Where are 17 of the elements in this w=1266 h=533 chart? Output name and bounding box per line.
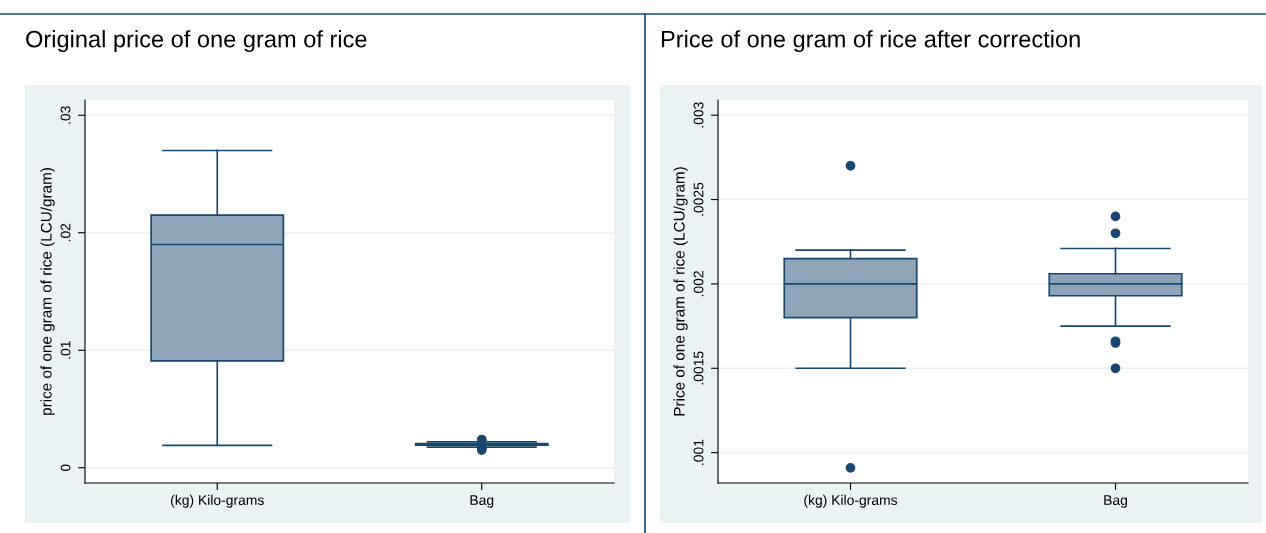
y-tick-label: .0025 — [693, 182, 704, 216]
y-axis-title: Price of one gram of rice (LCU/gram) — [673, 167, 688, 416]
y-axis-title: price of one gram of rice (LCU/gram) — [40, 168, 55, 415]
y-tick-label: .01 — [60, 341, 71, 359]
y-tick-label: .002 — [693, 271, 704, 297]
y-tick-label: .02 — [60, 223, 71, 242]
x-tick-label: (kg) Kilo-grams — [171, 494, 264, 508]
chart-title: Price of one gram of rice after correction — [661, 30, 1080, 53]
y-tick-label: 0 — [60, 464, 71, 472]
chart-title: Original price of one gram of rice — [26, 30, 367, 53]
y-tick-label: .03 — [60, 106, 71, 124]
y-tick-label: .001 — [693, 439, 704, 465]
y-tick-label: .0015 — [693, 351, 704, 385]
x-tick-label: Bag — [470, 495, 494, 508]
x-tick-label: (kg) Kilo-grams — [804, 494, 898, 508]
x-tick-label: Bag — [1104, 495, 1127, 508]
y-tick-label: .003 — [693, 102, 704, 128]
